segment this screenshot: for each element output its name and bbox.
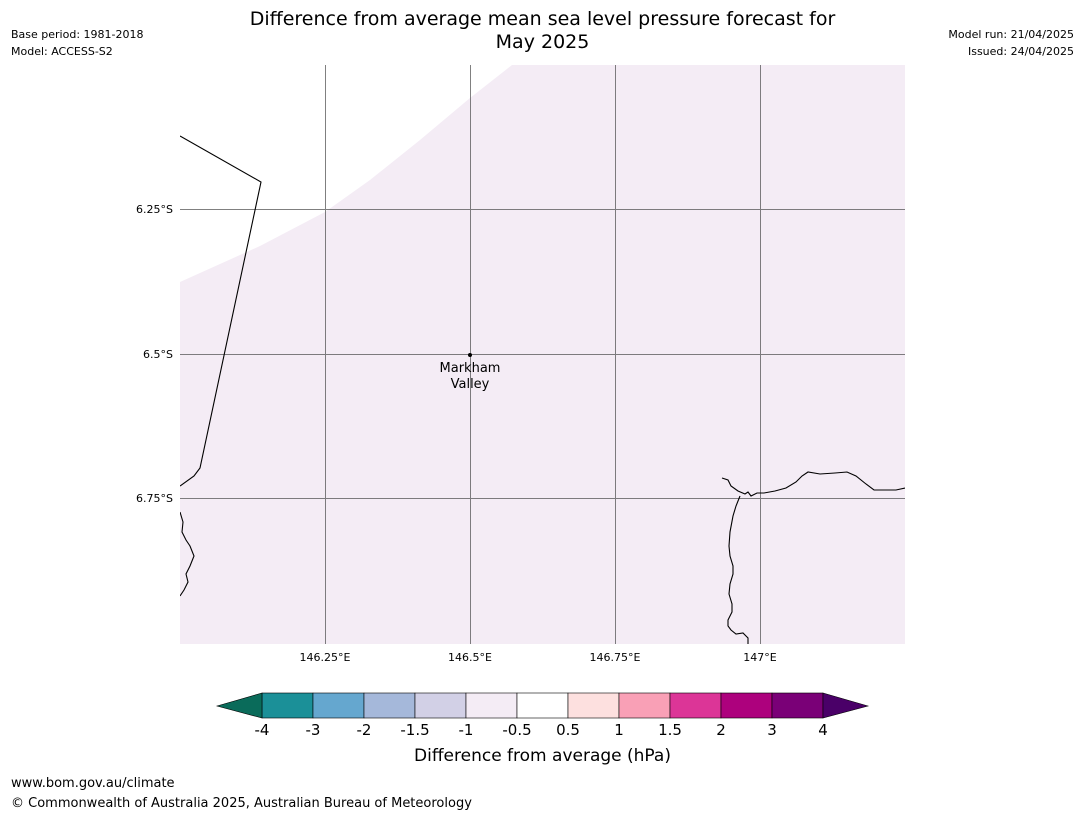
colorbar-tick: -1.5	[400, 721, 430, 739]
colorbar-tick: 1	[614, 721, 624, 739]
base-period: Base period: 1981-2018	[11, 28, 144, 41]
colorbar-segment	[618, 692, 671, 719]
coastline-southwest	[180, 511, 195, 597]
coastline-southeast	[721, 471, 905, 644]
colorbar	[215, 692, 870, 719]
lat-label-6.75: 6.75°S	[136, 492, 173, 505]
colorbar-segment	[363, 692, 416, 719]
colorbar-segment	[567, 692, 620, 719]
place-marker	[468, 353, 472, 357]
colorbar-tick: 1.5	[658, 721, 682, 739]
model-name: Model: ACCESS-S2	[11, 45, 113, 58]
colorbar-tick: -4	[254, 721, 270, 739]
lat-label-6.25: 6.25°S	[136, 203, 173, 216]
colorbar-segments	[261, 692, 824, 719]
colorbar-tick: 3	[767, 721, 777, 739]
footer-copyright: © Commonwealth of Australia 2025, Austra…	[11, 796, 472, 811]
colorbar-label: Difference from average (hPa)	[414, 746, 671, 766]
lon-label-147: 147°E	[743, 651, 776, 664]
colorbar-over-arrow	[822, 692, 870, 719]
colorbar-tick: 4	[818, 721, 828, 739]
colorbar-segment	[771, 692, 824, 719]
place-name-line-1: Markham	[440, 361, 501, 376]
lon-label-146.75: 146.75°E	[590, 651, 641, 664]
map-title: Difference from average mean sea level p…	[0, 8, 1085, 54]
colorbar-segment	[516, 692, 569, 719]
colorbar-segment	[465, 692, 518, 719]
colorbar-tick: -3	[305, 721, 321, 739]
colorbar-segment	[312, 692, 365, 719]
colorbar-tick: 0.5	[556, 721, 580, 739]
colorbar-segment	[261, 692, 314, 719]
footer-url: www.bom.gov.au/climate	[11, 776, 175, 791]
colorbar-tick: -2	[356, 721, 372, 739]
map-area	[180, 65, 905, 644]
lon-label-146.25: 146.25°E	[300, 651, 351, 664]
model-run: Model run: 21/04/2025	[948, 28, 1074, 41]
lon-label-146.5: 146.5°E	[448, 651, 492, 664]
colorbar-segment	[414, 692, 467, 719]
title-line-2: May 2025	[495, 31, 590, 53]
colorbar-under-arrow	[215, 692, 263, 719]
place-name-line-2: Valley	[451, 377, 490, 392]
meta-left: Base period: 1981-2018 Model: ACCESS-S2	[11, 26, 143, 60]
coastline-west	[180, 135, 262, 487]
coastlines	[180, 135, 905, 644]
colorbar-tick: -1	[458, 721, 474, 739]
colorbar-tick: 2	[716, 721, 726, 739]
colorbar-tick: -0.5	[502, 721, 532, 739]
issued-date: Issued: 24/04/2025	[967, 45, 1074, 58]
meta-right: Model run: 21/04/2025 Issued: 24/04/2025	[948, 26, 1074, 60]
colorbar-segment	[669, 692, 722, 719]
title-line-1: Difference from average mean sea level p…	[249, 8, 836, 30]
lat-label-6.5: 6.5°S	[143, 348, 173, 361]
map: 6.25°S 6.5°S 6.75°S 146.25°E 146.5°E 146…	[136, 65, 905, 664]
colorbar-segment	[720, 692, 773, 719]
graticule	[180, 65, 905, 644]
